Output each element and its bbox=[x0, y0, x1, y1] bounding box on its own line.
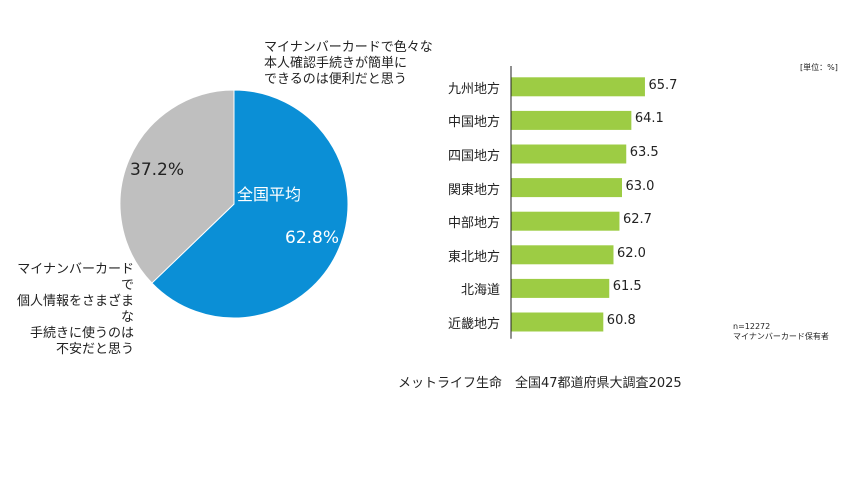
category-label: 中国地方 bbox=[447, 115, 500, 131]
bar bbox=[511, 77, 645, 97]
bar bbox=[511, 312, 604, 332]
category-label: 中部地方 bbox=[447, 216, 500, 232]
note-line: マイナンバーカード保有者 bbox=[733, 332, 829, 341]
value-label: 63.5 bbox=[629, 145, 659, 160]
unit-label: [単位：%] bbox=[800, 63, 838, 72]
annotation-line: マイナンバーカードで bbox=[17, 262, 134, 293]
bar bbox=[511, 278, 610, 298]
value-label: 62.0 bbox=[617, 245, 646, 261]
category-label: 関東地方 bbox=[447, 182, 500, 198]
bar bbox=[511, 211, 620, 231]
annotation-line: マイナンバーカードで色々な bbox=[264, 40, 433, 55]
pie-center-label: 全国平均 bbox=[237, 185, 302, 204]
annotation-line: 手続きに使うのは bbox=[29, 326, 134, 341]
annotation-line: できるのは便利だと思う bbox=[264, 72, 407, 87]
source-footer: メットライフ生命 全国47都道府県大調査2025 bbox=[398, 376, 682, 391]
annotation-line: 不安だと思う bbox=[55, 342, 134, 357]
annotation-line: 本人確認手続きが簡単に bbox=[264, 56, 408, 71]
sample-note: n=12272 マイナンバーカード保有者 bbox=[733, 322, 829, 342]
note-line: n=12272 bbox=[733, 322, 771, 331]
positive-annotation: マイナンバーカードで色々な 本人確認手続きが簡単に できるのは便利だと思う bbox=[264, 40, 433, 88]
pie-slice-positive bbox=[151, 89, 349, 319]
pie-slice-label-positive: 62.8% bbox=[285, 228, 340, 248]
pie-slice-negative bbox=[119, 89, 235, 284]
value-label: 65.7 bbox=[648, 77, 678, 93]
value-label: 63.0 bbox=[625, 178, 655, 194]
category-label: 九州地方 bbox=[447, 81, 500, 97]
annotation-line: 個人情報をさまざまな bbox=[16, 294, 134, 325]
bar bbox=[511, 178, 622, 198]
value-label: 60.8 bbox=[606, 313, 636, 328]
value-label: 64.1 bbox=[634, 111, 664, 127]
category-label: 四国地方 bbox=[447, 149, 500, 164]
pie-slice-label-negative: 37.2% bbox=[130, 160, 185, 180]
value-label: 62.7 bbox=[622, 212, 652, 228]
category-label: 北海道 bbox=[460, 283, 500, 299]
negative-annotation: マイナンバーカードで 個人情報をさまざまな 手続きに使うのは 不安だと思う bbox=[8, 262, 134, 358]
bar bbox=[511, 110, 632, 130]
bar bbox=[511, 245, 614, 265]
category-label: 近畿地方 bbox=[447, 317, 500, 332]
category-label: 東北地方 bbox=[447, 249, 500, 265]
bar bbox=[511, 144, 627, 164]
value-label: 61.5 bbox=[612, 279, 642, 295]
